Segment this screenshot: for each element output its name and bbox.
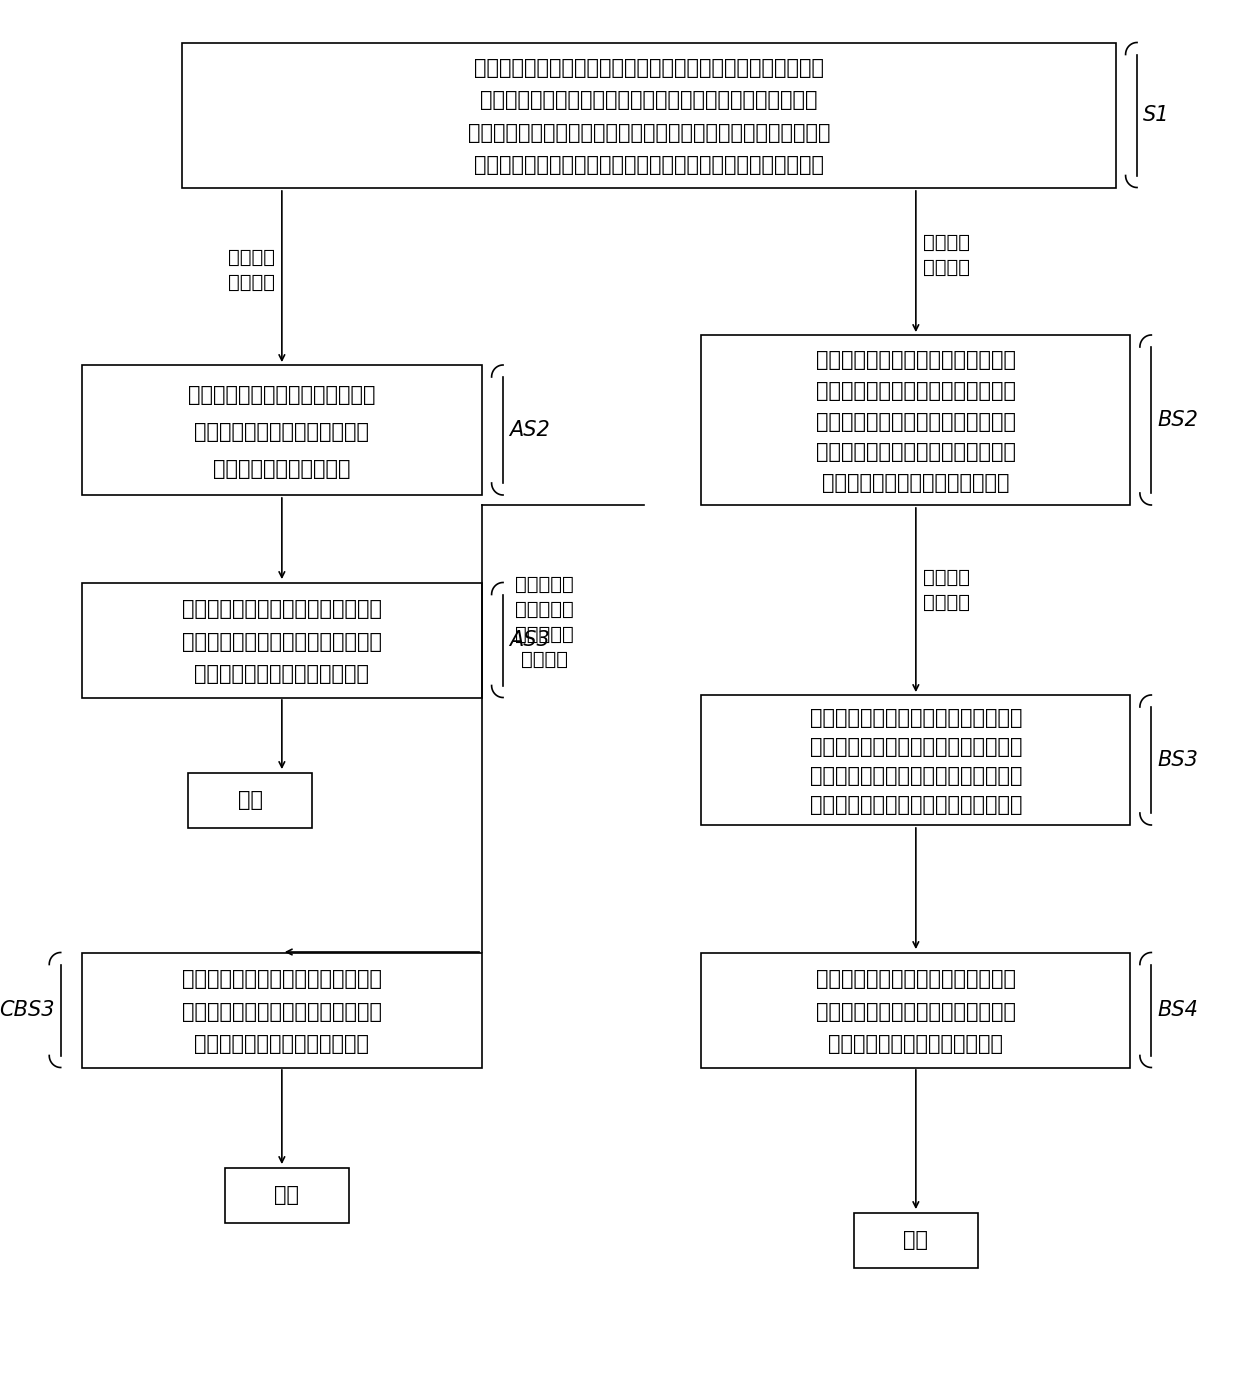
Text: 进行人脸识别，直到匹配成功或全部: 进行人脸识别，直到匹配成功或全部: [816, 442, 1016, 463]
Bar: [702, 695, 1131, 825]
Bar: [188, 772, 312, 828]
Text: 人脸识别
匹配成功: 人脸识别 匹配成功: [228, 248, 275, 292]
Text: S1: S1: [1143, 105, 1169, 125]
Text: 对应的人脸匹配记录库中: 对应的人脸匹配记录库中: [213, 459, 351, 479]
Text: 记录到该闸机对应的人脸匹配记录库中: 记录到该闸机对应的人脸匹配记录库中: [810, 795, 1022, 815]
Text: 上显示该用户数据中的身份信息: 上显示该用户数据中的身份信息: [828, 1034, 1003, 1055]
Text: 结束: 结束: [238, 790, 263, 810]
Text: 调度平台服务器将反馈用户数据的: 调度平台服务器将反馈用户数据的: [188, 384, 376, 405]
Text: BS2: BS2: [1157, 410, 1198, 430]
Text: 特征信息匹配成功次数最多的那一台分布式运算服务器人脸识别: 特征信息匹配成功次数最多的那一台分布式运算服务器人脸识别: [474, 156, 823, 175]
Text: 全部分布式
运算服务器
匹配过一遍
没匹配到: 全部分布式 运算服务器 匹配过一遍 没匹配到: [515, 576, 573, 669]
Text: 调度平台服务器根据设备编号读取该闸机的人脸匹配记录库，: 调度平台服务器根据设备编号读取该闸机的人脸匹配记录库，: [480, 91, 817, 110]
Text: 分布式运算服务器匹配过一遍为止: 分布式运算服务器匹配过一遍为止: [822, 474, 1009, 493]
Text: 将闸机发送来的人脸特征信息优先分配给曾与该闸机发送来的人脸: 将闸机发送来的人脸特征信息优先分配给曾与该闸机发送来的人脸: [467, 123, 830, 143]
Text: 再发送给闸机，闸机开闸，并在闸机: 再发送给闸机，闸机开闸，并在闸机: [182, 1001, 382, 1022]
Bar: [82, 365, 482, 494]
Text: AS2: AS2: [508, 420, 549, 441]
Text: 调度平台服务器将匹配到的用户数据: 调度平台服务器将匹配到的用户数据: [816, 969, 1016, 989]
Text: 其他的分布式运算服务器按曾与该闸: 其他的分布式运算服务器按曾与该闸: [816, 350, 1016, 370]
Text: 人脸识别
匹配成功: 人脸识别 匹配成功: [923, 567, 970, 611]
Bar: [854, 1213, 978, 1267]
Text: 对应匹配成功的分布式运算服务器返回: 对应匹配成功的分布式运算服务器返回: [810, 708, 1022, 728]
Text: 结束: 结束: [274, 1186, 299, 1205]
Text: 机发送来的人脸特征信息匹配的成功: 机发送来的人脸特征信息匹配的成功: [816, 380, 1016, 401]
Text: 上显示该用户数据中的身份信息: 上显示该用户数据中的身份信息: [195, 1034, 370, 1055]
Bar: [224, 1168, 348, 1223]
Bar: [82, 953, 482, 1067]
Text: 上显示该用户数据中的身份信息: 上显示该用户数据中的身份信息: [195, 665, 370, 684]
Bar: [82, 582, 482, 698]
Text: 调度平台服务器将该分布式运算服务器: 调度平台服务器将该分布式运算服务器: [810, 766, 1022, 786]
Text: 结束: 结束: [904, 1230, 929, 1250]
Bar: [182, 43, 1116, 187]
Text: 分布式运算服务器记录到该闸机: 分布式运算服务器记录到该闸机: [195, 421, 370, 442]
Bar: [702, 953, 1131, 1067]
Text: CBS3: CBS3: [0, 1000, 55, 1020]
Text: BS3: BS3: [1157, 750, 1198, 770]
Text: 调度平台服务器将匹配到的用户数据: 调度平台服务器将匹配到的用户数据: [182, 599, 382, 618]
Text: AS3: AS3: [508, 631, 549, 650]
Text: 次数降序依次分别对该人脸特征信息: 次数降序依次分别对该人脸特征信息: [816, 412, 1016, 431]
Text: 再发送给闸机，闸机开闸，并在闸机: 再发送给闸机，闸机开闸，并在闸机: [816, 1001, 1016, 1022]
Text: 调度平台服务器将匹配到的用户数据: 调度平台服务器将匹配到的用户数据: [182, 969, 382, 989]
Text: BS4: BS4: [1157, 1000, 1198, 1020]
Text: 调度平台服务器收到闸机发送来的人脸特征信息和设备编号后，: 调度平台服务器收到闸机发送来的人脸特征信息和设备编号后，: [474, 58, 823, 78]
Text: 人脸识别
未匹配到: 人脸识别 未匹配到: [923, 233, 970, 277]
Bar: [702, 335, 1131, 505]
Text: 匹配到的用户数据给调度平台服务器，: 匹配到的用户数据给调度平台服务器，: [810, 737, 1022, 757]
Text: 再发送给闸机，闸机开闸，并在闸机: 再发送给闸机，闸机开闸，并在闸机: [182, 632, 382, 651]
